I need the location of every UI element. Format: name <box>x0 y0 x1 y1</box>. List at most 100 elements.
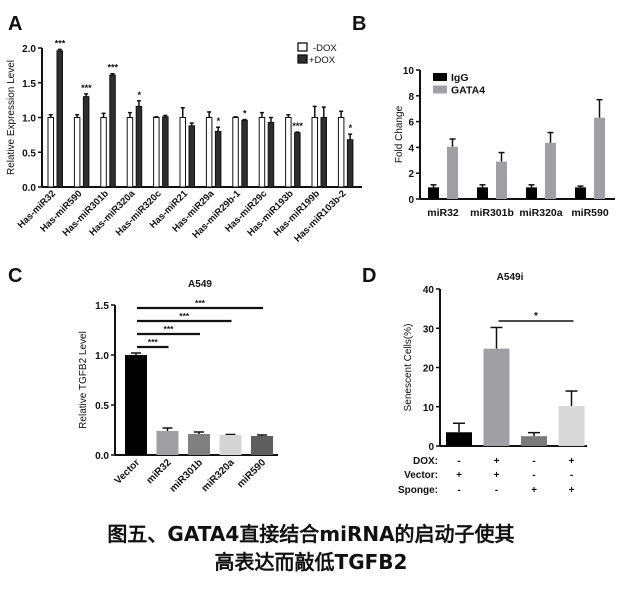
y-axis-label: Senescent Cells(%) <box>403 324 414 412</box>
y-tick-label: 10 <box>403 66 415 77</box>
bar-plus-dox <box>294 132 301 188</box>
y-tick-label: 40 <box>423 285 435 296</box>
y-axis-label: Relative TGFB2 Level <box>78 331 89 429</box>
significance-label: *** <box>179 311 190 321</box>
bar-plus-dox <box>188 125 195 188</box>
legend-swatch <box>433 73 447 81</box>
legend-label: -DOX <box>313 43 337 54</box>
bar-minus-dox <box>47 117 54 188</box>
x-tick-label: miR301b <box>168 457 205 494</box>
bar-plus-dox <box>267 121 275 188</box>
y-tick-label: 1.5 <box>95 301 109 312</box>
condition-mark: - <box>532 456 535 467</box>
bar-minus-dox <box>311 117 318 188</box>
bar-gata4 <box>447 146 458 199</box>
x-tick-label: miR590 <box>235 457 268 490</box>
bar-minus-dox <box>285 117 292 188</box>
bar-minus-dox <box>337 117 345 188</box>
condition-mark: + <box>494 456 500 467</box>
condition-label: Vector: <box>404 470 438 481</box>
bar-minus-dox <box>126 117 134 188</box>
significance-label: *** <box>195 298 206 308</box>
panel-label-c: C <box>8 265 22 287</box>
x-tick-label: Vector <box>113 457 142 486</box>
chart-c: 0.0 0.5 1.0 1.5 Relative TGFB2 Level A549 Vect… <box>78 279 278 495</box>
panel-label-a: A <box>8 13 22 35</box>
bar-plus-dox <box>320 117 327 188</box>
condition-mark: + <box>531 485 537 496</box>
condition-mark: - <box>495 485 498 496</box>
y-tick-label: 4 <box>408 143 414 154</box>
bar-plus-dox <box>346 139 354 188</box>
significance-label: *** <box>108 63 119 73</box>
bar-gata4 <box>594 117 605 199</box>
chart-title: A549 <box>188 279 212 290</box>
chart-a: 0.0 0.5 1.0 1.5 2.0 Relative Expression Level… <box>6 38 362 245</box>
bar-plus-dox <box>56 50 63 188</box>
y-tick-label: 0.5 <box>22 148 36 159</box>
y-tick-label: 0.5 <box>95 401 109 412</box>
y-tick-label: 6 <box>408 118 414 129</box>
y-tick-label: 1.0 <box>22 114 36 125</box>
legend-swatch <box>433 85 447 94</box>
bar <box>446 432 472 446</box>
y-tick-label: 10 <box>423 403 435 414</box>
bar-minus-dox <box>73 117 81 188</box>
y-tick-label: 2 <box>408 169 414 180</box>
bar-minus-dox <box>153 117 160 188</box>
bar-plus-dox <box>109 74 116 188</box>
x-tick-label: miR320a <box>200 457 237 494</box>
significance-label: * <box>534 311 538 322</box>
condition-mark: + <box>569 456 575 467</box>
significance-label: *** <box>81 83 92 93</box>
bar-mir320a <box>219 435 242 455</box>
significance-label: *** <box>164 324 175 334</box>
legend-swatch <box>297 42 308 52</box>
x-tick-label: miR590 <box>571 207 609 219</box>
bar-minus-dox <box>100 117 107 188</box>
y-tick-label: 20 <box>423 364 435 375</box>
significance-label: *** <box>148 337 159 347</box>
significance-label: * <box>243 109 247 119</box>
panel-label-d: D <box>362 265 376 287</box>
condition-label: DOX: <box>413 456 438 467</box>
bar-plus-dox <box>82 96 90 188</box>
bar-minus-dox <box>232 117 239 188</box>
significance-label: * <box>137 90 141 100</box>
bar-plus-dox <box>135 105 143 188</box>
y-tick-label: 8 <box>408 92 414 103</box>
bar-mir32 <box>156 431 179 455</box>
bar-plus-dox <box>162 116 169 188</box>
bar-igg <box>526 187 537 199</box>
bar-vector <box>125 355 147 455</box>
panel-label-b: B <box>352 13 366 35</box>
significance-label: * <box>349 123 353 133</box>
bar-gata4 <box>496 161 507 199</box>
condition-mark: - <box>570 470 573 481</box>
bar-igg <box>477 187 488 199</box>
bar-igg <box>428 187 439 199</box>
condition-label: Sponge: <box>398 485 438 496</box>
x-tick-label: miR301b <box>470 207 514 219</box>
y-tick-label: 0 <box>428 442 434 453</box>
bar <box>558 405 585 446</box>
y-tick-label: 30 <box>423 324 435 335</box>
legend-label: GATA4 <box>451 85 485 97</box>
chart-d: 0 10 20 30 40 Senescent Cells(%) A549i * DOX: - + -… <box>398 272 587 496</box>
chart-title: A549i <box>497 272 524 283</box>
bar-minus-dox <box>258 117 266 188</box>
bar-minus-dox <box>179 117 186 188</box>
bar-igg <box>575 187 586 199</box>
significance-label: *** <box>55 38 66 48</box>
y-tick-label: 1.5 <box>22 79 36 90</box>
bar-mir590 <box>251 436 273 455</box>
x-tick-label: miR32 <box>145 457 174 486</box>
y-axis-label: Fold Change <box>394 105 405 163</box>
condition-mark: + <box>569 485 575 496</box>
bar-gata4 <box>545 142 556 199</box>
bar-minus-dox <box>205 117 213 188</box>
condition-mark: - <box>457 456 460 467</box>
y-axis-label: Relative Expression Level <box>6 60 17 175</box>
chart-b: 0 2 4 6 8 10 Fold Change miR32 miR301b miR320a miR… <box>394 66 615 219</box>
